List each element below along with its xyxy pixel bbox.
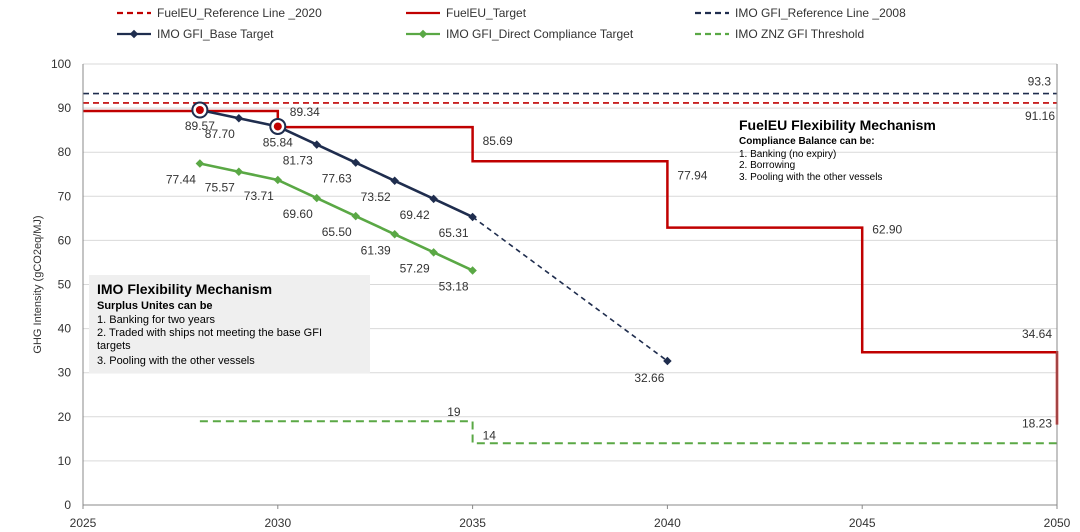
- imo-box-line-4: 3. Pooling with the other vessels: [97, 355, 255, 367]
- series-layer: [83, 92, 1059, 445]
- y-tick-label-80: 80: [58, 145, 72, 159]
- y-tick-label-10: 10: [58, 454, 72, 468]
- imo-base-target-line: [199, 108, 474, 219]
- fueleu-box-title: FuelEU Flexibility Mechanism: [739, 117, 936, 133]
- fueleu-flexibility-box: FuelEU Flexibility Mechanism Compliance …: [739, 117, 936, 183]
- fueleu-target-label-2: 77.94: [677, 168, 707, 182]
- imo-direct-compliance-label-6: 57.29: [400, 261, 430, 275]
- imo-base-target-marker-4: [351, 158, 360, 167]
- x-tick-label-2025: 2025: [70, 516, 97, 530]
- imo-direct-compliance-marker-0: [195, 159, 205, 168]
- imo-base-target-label-2: 85.84: [263, 135, 293, 149]
- x-tick-label-2030: 2030: [264, 516, 291, 530]
- fueleu-box-line-3: 3. Pooling with the other vessels: [739, 172, 882, 183]
- legend-label-1: FuelEU_Target: [446, 6, 527, 20]
- fueleu-target-label-3: 62.90: [872, 223, 902, 237]
- imo-direct-compliance-label-4: 65.50: [322, 225, 352, 239]
- imo-direct-compliance-marker-1: [234, 167, 244, 176]
- y-tick-label-30: 30: [58, 366, 72, 380]
- imo-direct-compliance-label-7: 53.18: [439, 279, 469, 293]
- legend-label-5: IMO ZNZ GFI Threshold: [735, 27, 864, 41]
- x-tick-label-2040: 2040: [654, 516, 681, 530]
- imo-base-target-marker-1: [234, 114, 244, 123]
- legend-label-0: FuelEU_Reference Line _2020: [157, 6, 322, 20]
- imo-base-target-label-6: 69.42: [400, 208, 430, 222]
- imo-base-target-label-3: 81.73: [283, 154, 313, 168]
- imo-direct-compliance-label-3: 69.60: [283, 207, 313, 221]
- imo-base-target-marker-3: [312, 140, 322, 149]
- imo-direct-compliance-label-2: 73.71: [244, 189, 274, 203]
- imo-base-target-label-1: 87.70: [205, 127, 235, 141]
- imo-direct-compliance-marker-5: [390, 230, 399, 239]
- x-tick-label-2050: 2050: [1044, 516, 1071, 530]
- imo-direct-compliance-label-1: 75.57: [205, 181, 235, 195]
- legend-label-3: IMO GFI_Base Target: [157, 27, 274, 41]
- y-tick-label-90: 90: [58, 101, 72, 115]
- y-tick-label-70: 70: [58, 189, 72, 203]
- imo-direct-compliance-marker-3: [312, 193, 322, 203]
- imo-box-line-3: targets: [97, 340, 131, 352]
- legend-label-2: IMO GFI_Reference Line _2008: [735, 6, 906, 20]
- fueleu-box-subtitle: Compliance Balance can be:: [739, 136, 875, 147]
- imo-base-target-label-4: 77.63: [322, 172, 352, 186]
- znz-label-1: 14: [483, 428, 497, 442]
- y-tick-label-50: 50: [58, 278, 72, 292]
- imo-direct-compliance-line: [199, 162, 474, 272]
- y-tick-label-40: 40: [58, 322, 72, 336]
- x-tick-label-2045: 2045: [849, 516, 876, 530]
- chart-legend: FuelEU_Reference Line _2020 FuelEU_Target…: [117, 6, 906, 41]
- fueleu-target-label-0: 89.34: [290, 105, 320, 119]
- y-tick-label-0: 0: [64, 498, 71, 512]
- fueleu-reference-label: 91.16: [1025, 109, 1055, 123]
- imo-reference-label: 93.3: [1028, 75, 1052, 89]
- imo-base-target-marker-6: [429, 194, 438, 204]
- imo-base-extension-line: [472, 216, 668, 362]
- imo-box-background: [89, 275, 370, 373]
- fueleu-target-label-1: 85.69: [483, 134, 513, 148]
- imo-box-line-1: 1. Banking for two years: [97, 314, 216, 326]
- x-tick-label-2035: 2035: [459, 516, 486, 530]
- highlight-dot-1: [273, 122, 282, 131]
- fueleu-target-label-4: 34.64: [1022, 327, 1052, 341]
- data-labels-layer: 91.16 93.3 19 14 89.34 85.69 77.94 62.90 34.64 18…: [166, 75, 1055, 443]
- znz-label-0: 19: [447, 405, 461, 419]
- imo-box-subtitle: Surplus Unites can be: [97, 300, 213, 312]
- imo-direct-compliance-label-5: 61.39: [361, 243, 391, 257]
- imo-direct-compliance-label-0: 77.44: [166, 172, 196, 186]
- imo-direct-compliance-marker-6: [429, 248, 438, 257]
- fueleu-target-line: [83, 109, 1059, 425]
- imo-base-extension-marker: [663, 356, 672, 366]
- imo-box-title: IMO Flexibility Mechanism: [97, 281, 272, 297]
- y-tick-label-20: 20: [58, 410, 72, 424]
- fueleu-target-label-5: 18.23: [1022, 417, 1052, 431]
- fueleu-box-line-2: 2. Borrowing: [739, 160, 795, 171]
- highlight-dot-0: [195, 105, 204, 114]
- znz-threshold-line: [199, 420, 1057, 445]
- imo-base-target-marker-5: [390, 176, 399, 186]
- imo-base-target-label-5: 73.52: [361, 190, 391, 204]
- fueleu-box-line-1: 1. Banking (no expiry): [739, 149, 836, 160]
- y-tick-label-100: 100: [51, 57, 71, 71]
- imo-base-target-marker-7: [468, 212, 477, 222]
- y-axis-title: GHG Intensity (gCO2eq/MJ): [32, 215, 44, 353]
- imo-direct-compliance-marker-2: [273, 175, 283, 185]
- imo-flexibility-box: IMO Flexibility Mechanism Surplus Unites…: [89, 275, 370, 373]
- imo-base-target-label-0: 89.57: [185, 119, 215, 133]
- imo-direct-compliance-marker-7: [468, 266, 477, 275]
- imo-box-line-2: 2. Traded with ships not meeting the bas…: [97, 327, 322, 339]
- imo-base-target-label-7: 65.31: [439, 226, 469, 240]
- legend-marker-3: [129, 29, 139, 39]
- imo-base-extension-label: 32.66: [634, 371, 664, 385]
- imo-direct-compliance-marker-4: [351, 211, 360, 221]
- legend-label-4: IMO GFI_Direct Compliance Target: [446, 27, 634, 41]
- y-tick-label-60: 60: [58, 233, 72, 247]
- legend-marker-4: [418, 29, 428, 39]
